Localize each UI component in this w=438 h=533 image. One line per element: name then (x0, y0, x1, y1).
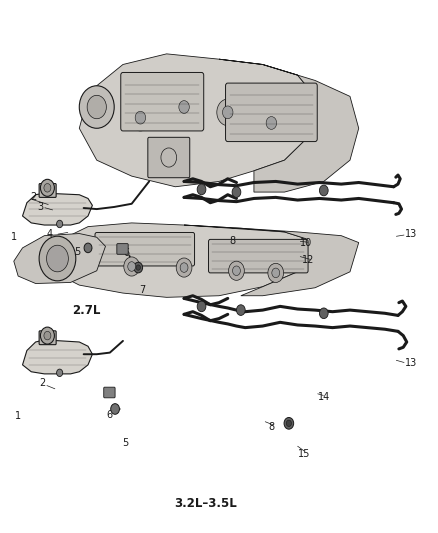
Text: 15: 15 (298, 449, 311, 458)
Text: 5: 5 (122, 438, 128, 448)
FancyBboxPatch shape (39, 331, 56, 345)
Text: 10: 10 (300, 238, 312, 247)
Polygon shape (184, 225, 359, 296)
Circle shape (57, 369, 63, 376)
FancyBboxPatch shape (117, 244, 128, 254)
Circle shape (197, 184, 206, 195)
Text: 2: 2 (39, 378, 45, 389)
Circle shape (44, 332, 51, 340)
Circle shape (179, 101, 189, 114)
Circle shape (128, 262, 136, 271)
FancyBboxPatch shape (208, 239, 308, 273)
Circle shape (286, 420, 291, 426)
Text: 1: 1 (11, 232, 17, 243)
Text: 2.7L: 2.7L (72, 304, 100, 317)
Text: 3: 3 (37, 202, 43, 212)
Circle shape (135, 111, 146, 124)
Circle shape (268, 263, 284, 282)
FancyBboxPatch shape (148, 138, 190, 177)
Circle shape (39, 236, 76, 281)
Circle shape (57, 220, 63, 228)
Polygon shape (219, 59, 359, 192)
Text: 8: 8 (124, 261, 131, 270)
Circle shape (79, 86, 114, 128)
Circle shape (136, 265, 141, 270)
FancyBboxPatch shape (95, 232, 194, 266)
Circle shape (217, 99, 239, 126)
Circle shape (197, 301, 206, 312)
Circle shape (44, 183, 51, 192)
Text: 13: 13 (405, 358, 417, 368)
Circle shape (284, 417, 293, 429)
Circle shape (40, 327, 54, 344)
Circle shape (261, 110, 283, 136)
Circle shape (84, 243, 92, 253)
Polygon shape (22, 193, 92, 225)
Circle shape (176, 258, 192, 277)
Polygon shape (14, 233, 106, 284)
Text: 8: 8 (268, 422, 275, 432)
Circle shape (124, 257, 140, 276)
Circle shape (319, 185, 328, 196)
FancyBboxPatch shape (121, 72, 204, 131)
Text: 1: 1 (15, 411, 21, 422)
Text: 13: 13 (405, 229, 417, 239)
Circle shape (223, 106, 233, 119)
Circle shape (233, 266, 240, 276)
Text: 12: 12 (302, 255, 314, 265)
Text: 3.2L–3.5L: 3.2L–3.5L (174, 497, 237, 510)
Circle shape (173, 94, 195, 120)
Text: 6: 6 (124, 248, 130, 258)
Polygon shape (53, 223, 306, 297)
Polygon shape (22, 340, 92, 374)
Circle shape (266, 117, 277, 130)
Circle shape (232, 187, 241, 197)
Circle shape (111, 403, 120, 414)
Text: 4: 4 (46, 229, 53, 239)
Text: 5: 5 (74, 247, 80, 256)
Circle shape (229, 261, 244, 280)
Text: 6: 6 (107, 410, 113, 421)
Text: 14: 14 (318, 392, 330, 402)
Polygon shape (79, 54, 315, 187)
Circle shape (130, 104, 151, 131)
Text: 8: 8 (229, 236, 235, 246)
FancyBboxPatch shape (226, 83, 317, 142)
Circle shape (319, 308, 328, 319)
Circle shape (237, 305, 245, 316)
Text: 7: 7 (139, 286, 146, 295)
Circle shape (40, 179, 54, 196)
Text: 2: 2 (30, 192, 36, 203)
Circle shape (272, 268, 280, 278)
Circle shape (46, 245, 68, 272)
FancyBboxPatch shape (104, 387, 115, 398)
Circle shape (134, 262, 143, 273)
FancyBboxPatch shape (39, 183, 56, 197)
Circle shape (180, 263, 188, 272)
Circle shape (87, 95, 106, 119)
